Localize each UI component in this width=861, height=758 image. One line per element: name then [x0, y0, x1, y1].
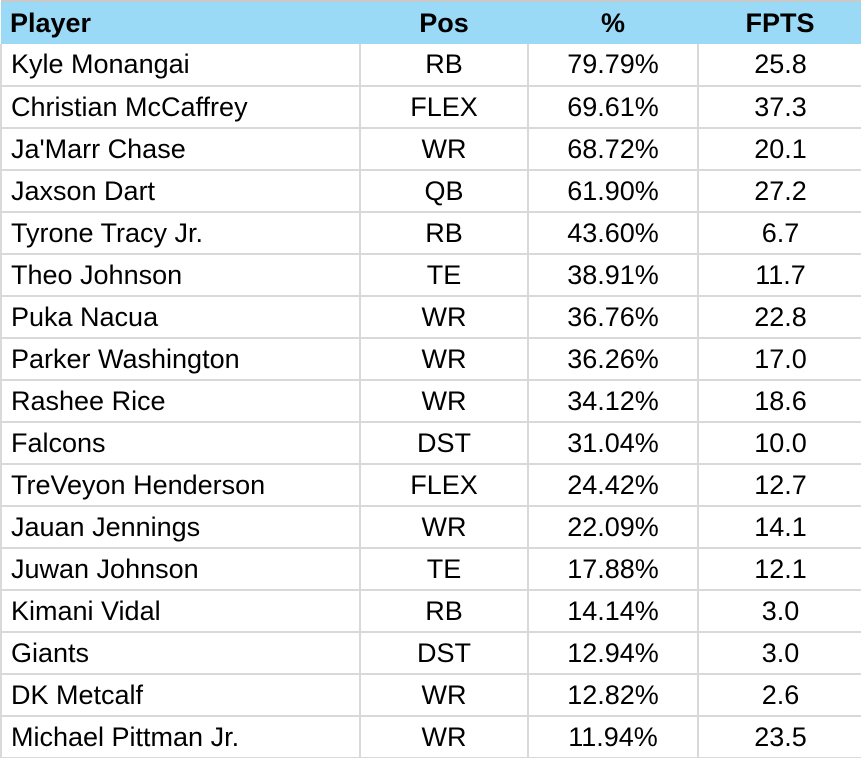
cell-pct[interactable]: 36.26%	[527, 338, 698, 381]
cell-fpts[interactable]: 12.1	[697, 548, 861, 591]
cell-fpts[interactable]: 14.1	[697, 506, 861, 549]
cell-player[interactable]: Falcons	[0, 422, 360, 465]
table-row[interactable]: Juwan Johnson TE 17.88% 12.1	[0, 548, 861, 591]
table-row[interactable]: Parker Washington WR 36.26% 17.0	[0, 338, 861, 381]
column-header-pct[interactable]: %	[528, 0, 698, 44]
cell-pos[interactable]: RB	[359, 44, 528, 87]
cell-pct[interactable]: 17.88%	[527, 548, 698, 591]
cell-fpts[interactable]: 37.3	[697, 86, 861, 129]
cell-pos[interactable]: DST	[359, 632, 528, 675]
cell-fpts[interactable]: 17.0	[697, 338, 861, 381]
cell-pct[interactable]: 12.94%	[527, 632, 698, 675]
cell-player[interactable]: Juwan Johnson	[0, 548, 360, 591]
cell-fpts[interactable]: 25.8	[697, 44, 861, 87]
cell-fpts[interactable]: 18.6	[697, 380, 861, 423]
cell-player[interactable]: Kimani Vidal	[0, 590, 360, 633]
cell-pos[interactable]: WR	[359, 506, 528, 549]
cell-player[interactable]: DK Metcalf	[0, 674, 360, 717]
cell-pos[interactable]: WR	[359, 674, 528, 717]
cell-fpts[interactable]: 2.6	[697, 674, 861, 717]
cell-pct[interactable]: 43.60%	[527, 212, 698, 255]
cell-fpts[interactable]: 20.1	[697, 128, 861, 171]
cell-player[interactable]: Jauan Jennings	[0, 506, 360, 549]
cell-pos[interactable]: WR	[359, 380, 528, 423]
cell-pct[interactable]: 79.79%	[527, 44, 698, 87]
table-row[interactable]: TreVeyon Henderson FLEX 24.42% 12.7	[0, 464, 861, 507]
table-row[interactable]: Giants DST 12.94% 3.0	[0, 632, 861, 675]
cell-player[interactable]: Tyrone Tracy Jr.	[0, 212, 360, 255]
cell-pos[interactable]: TE	[359, 548, 528, 591]
cell-pos[interactable]: RB	[359, 212, 528, 255]
cell-fpts[interactable]: 12.7	[697, 464, 861, 507]
cell-pct[interactable]: 24.42%	[527, 464, 698, 507]
cell-pct[interactable]: 34.12%	[527, 380, 698, 423]
cell-player[interactable]: TreVeyon Henderson	[0, 464, 360, 507]
cell-fpts[interactable]: 6.7	[697, 212, 861, 255]
cell-player[interactable]: Michael Pittman Jr.	[0, 716, 360, 758]
cell-pct[interactable]: 22.09%	[527, 506, 698, 549]
table-row[interactable]: Rashee Rice WR 34.12% 18.6	[0, 380, 861, 423]
table-row[interactable]: Puka Nacua WR 36.76% 22.8	[0, 296, 861, 339]
cell-player[interactable]: Theo Johnson	[0, 254, 360, 297]
cell-pos[interactable]: WR	[359, 338, 528, 381]
cell-pos[interactable]: FLEX	[359, 464, 528, 507]
cell-pct[interactable]: 36.76%	[527, 296, 698, 339]
cell-player[interactable]: Puka Nacua	[0, 296, 360, 339]
table-row[interactable]: Christian McCaffrey FLEX 69.61% 37.3	[0, 86, 861, 129]
cell-pos[interactable]: QB	[359, 170, 528, 213]
cell-pos[interactable]: WR	[359, 716, 528, 758]
cell-pct[interactable]: 11.94%	[527, 716, 698, 758]
cell-fpts[interactable]: 27.2	[697, 170, 861, 213]
table-row[interactable]: Kimani Vidal RB 14.14% 3.0	[0, 590, 861, 633]
cell-fpts[interactable]: 11.7	[697, 254, 861, 297]
cell-fpts[interactable]: 22.8	[697, 296, 861, 339]
cell-player[interactable]: Rashee Rice	[0, 380, 360, 423]
column-header-player[interactable]: Player	[1, 0, 360, 44]
cell-fpts[interactable]: 10.0	[697, 422, 861, 465]
table-row[interactable]: Theo Johnson TE 38.91% 11.7	[0, 254, 861, 297]
cell-player[interactable]: Giants	[0, 632, 360, 675]
cell-pct[interactable]: 14.14%	[527, 590, 698, 633]
cell-player[interactable]: Jaxson Dart	[0, 170, 360, 213]
cell-player[interactable]: Parker Washington	[0, 338, 360, 381]
table-row[interactable]: Tyrone Tracy Jr. RB 43.60% 6.7	[0, 212, 861, 255]
cell-player[interactable]: Christian McCaffrey	[0, 86, 360, 129]
table-row[interactable]: Falcons DST 31.04% 10.0	[0, 422, 861, 465]
cell-pct[interactable]: 69.61%	[527, 86, 698, 129]
cell-pos[interactable]: WR	[359, 296, 528, 339]
cell-pct[interactable]: 12.82%	[527, 674, 698, 717]
header-row: Player Pos % FPTS	[1, 0, 861, 44]
table-body: Kyle Monangai RB 79.79% 25.8 Christian M…	[0, 44, 861, 758]
cell-pos[interactable]: FLEX	[359, 86, 528, 129]
cell-pos[interactable]: RB	[359, 590, 528, 633]
table-row[interactable]: DK Metcalf WR 12.82% 2.6	[0, 674, 861, 717]
cell-pct[interactable]: 38.91%	[527, 254, 698, 297]
table-row[interactable]: Jaxson Dart QB 61.90% 27.2	[0, 170, 861, 213]
cell-pos[interactable]: DST	[359, 422, 528, 465]
table-row[interactable]: Jauan Jennings WR 22.09% 14.1	[0, 506, 861, 549]
column-header-fpts[interactable]: FPTS	[698, 0, 861, 44]
cell-pct[interactable]: 31.04%	[527, 422, 698, 465]
cell-fpts[interactable]: 23.5	[697, 716, 861, 758]
table-row[interactable]: Kyle Monangai RB 79.79% 25.8	[0, 44, 861, 87]
cell-fpts[interactable]: 3.0	[697, 590, 861, 633]
table-row[interactable]: Michael Pittman Jr. WR 11.94% 23.5	[0, 716, 861, 758]
cell-player[interactable]: Kyle Monangai	[0, 44, 360, 87]
cell-pos[interactable]: TE	[359, 254, 528, 297]
cell-pct[interactable]: 68.72%	[527, 128, 698, 171]
cell-fpts[interactable]: 3.0	[697, 632, 861, 675]
table-row[interactable]: Ja'Marr Chase WR 68.72% 20.1	[0, 128, 861, 171]
cell-player[interactable]: Ja'Marr Chase	[0, 128, 360, 171]
column-header-pos[interactable]: Pos	[360, 0, 528, 44]
cell-pos[interactable]: WR	[359, 128, 528, 171]
cell-pct[interactable]: 61.90%	[527, 170, 698, 213]
